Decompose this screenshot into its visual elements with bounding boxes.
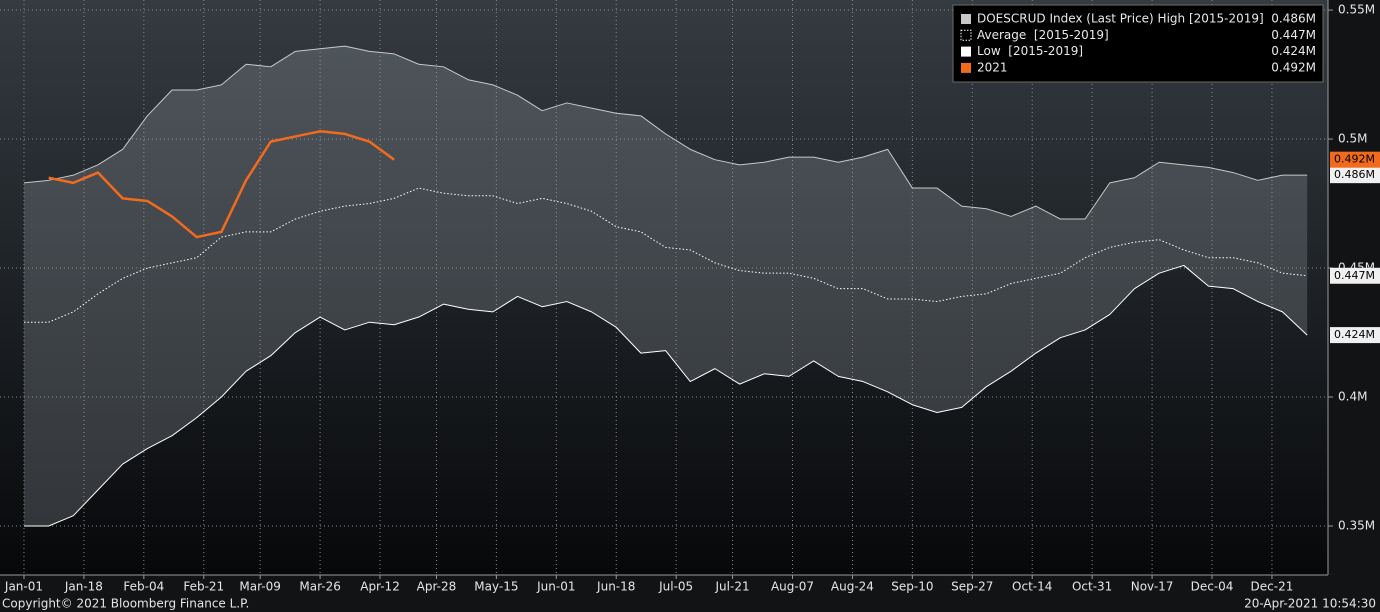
x-tick-label: Sep-27 <box>951 580 993 594</box>
legend-value: 0.492M <box>1271 60 1316 74</box>
x-tick-label: Mar-26 <box>299 580 340 594</box>
last-value-box <box>1330 167 1380 184</box>
x-tick-label: Jan-18 <box>64 580 103 594</box>
series-line <box>23 45 1308 220</box>
legend-swatch <box>961 14 971 24</box>
y-tick-label: 0.55M <box>1338 3 1375 17</box>
legend-value: 0.486M <box>1271 12 1316 26</box>
x-tick-label: Apr-28 <box>417 580 457 594</box>
footer-copyright: Copyright© 2021 Bloomberg Finance L.P. <box>2 597 249 611</box>
x-tick-label: May-15 <box>474 580 518 594</box>
legend-box <box>952 4 1324 83</box>
x-tick-label: Feb-04 <box>123 580 164 594</box>
x-tick-label: Oct-31 <box>1072 580 1112 594</box>
x-tick-label: Dec-21 <box>1251 580 1294 594</box>
last-value-box <box>1330 267 1380 284</box>
series-line <box>23 187 1308 323</box>
legend-swatch <box>961 46 971 57</box>
legend-value: 0.447M <box>1271 28 1316 42</box>
legend-value: 0.424M <box>1271 44 1316 58</box>
x-tick-label: Jun-18 <box>596 580 635 594</box>
x-tick-label: Mar-09 <box>239 580 280 594</box>
legend-label: Average [2015-2019] <box>977 28 1109 42</box>
y-tick-label: 0.5M <box>1338 132 1367 146</box>
x-tick-label: Aug-24 <box>831 580 874 594</box>
x-tick-label: Nov-17 <box>1131 580 1174 594</box>
x-tick-label: Aug-07 <box>771 580 814 594</box>
y-tick-label: 0.35M <box>1338 518 1375 532</box>
last-value-label: 0.492M <box>1334 153 1375 166</box>
x-tick-label: Sep-10 <box>891 580 933 594</box>
x-tick-label: Feb-21 <box>183 580 224 594</box>
range-band <box>23 46 1308 526</box>
footer-timestamp: 20-Apr-2021 10:54:30 <box>1244 597 1376 611</box>
series-line <box>23 264 1308 527</box>
last-value-box <box>1330 151 1380 168</box>
marks <box>0 0 1328 575</box>
x-tick-label: Jun-01 <box>536 580 575 594</box>
legend-label: DOESCRUD Index (Last Price) High [2015-2… <box>977 12 1264 26</box>
last-value-label: 0.447M <box>1334 269 1375 282</box>
plot-area <box>0 0 1328 575</box>
y-tick-label: 0.4M <box>1338 390 1367 404</box>
last-value-label: 0.486M <box>1334 168 1375 181</box>
x-tick-label: Dec-04 <box>1191 580 1234 594</box>
x-tick-label: Jul-05 <box>658 580 693 594</box>
legend-swatch <box>961 62 971 73</box>
legend-label: Low [2015-2019] <box>977 44 1083 58</box>
x-tick-label: Jan-01 <box>4 580 43 594</box>
legend-swatch <box>960 29 972 41</box>
last-value-box <box>1330 327 1380 344</box>
series-line <box>48 130 395 239</box>
last-value-label: 0.424M <box>1334 328 1375 341</box>
x-tick-label: Oct-14 <box>1012 580 1052 594</box>
x-tick-label: Jul-21 <box>715 580 750 594</box>
legend-label: 2021 <box>977 60 1008 74</box>
x-tick-label: Apr-12 <box>360 580 400 594</box>
